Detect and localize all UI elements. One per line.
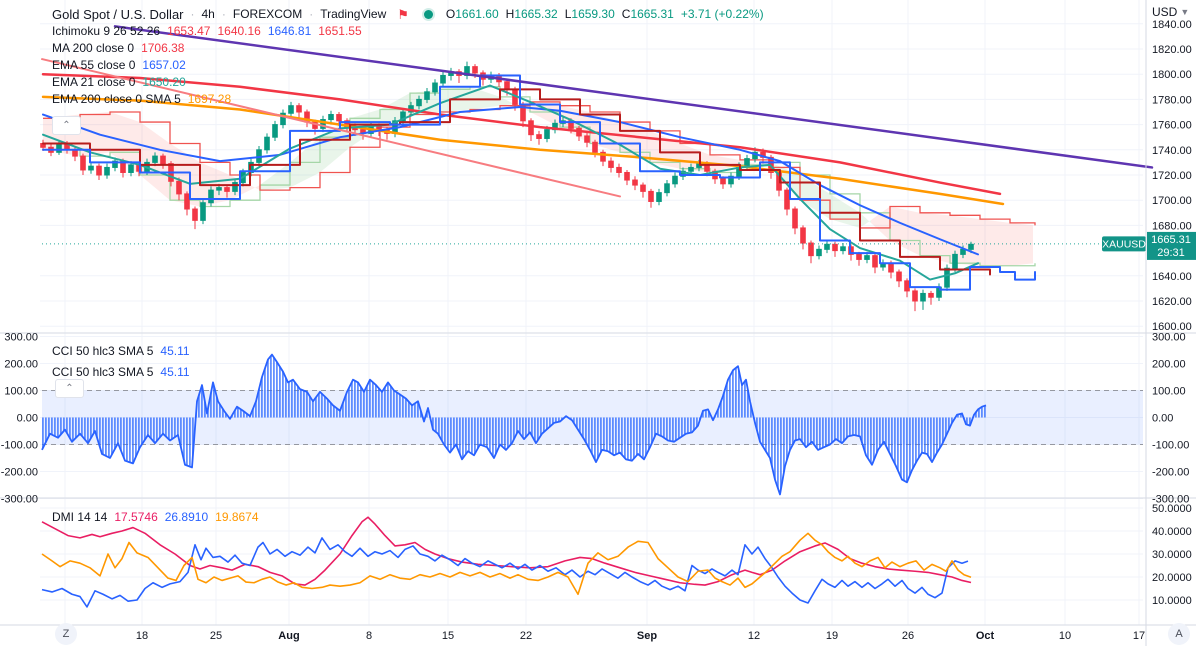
cci-pane-collapse-button[interactable]: ⌃	[55, 379, 84, 398]
time-axis-label: Aug	[278, 630, 299, 642]
time-axis-label: 18	[136, 630, 148, 642]
cci-axis-label-left: 300.00	[4, 332, 38, 344]
price-axis-label: 1680.00	[1152, 220, 1192, 232]
time-axis[interactable]: 111825Aug81522Sep121926Oct1017	[59, 630, 1145, 642]
overlay-ma-200	[41, 72, 1002, 196]
time-axis-label: Oct	[976, 630, 995, 642]
indicator-legend-dmi[interactable]: DMI 14 14 17.5746 26.8910 19.8674	[52, 510, 259, 524]
price-axis-label: 1720.00	[1152, 170, 1192, 182]
overlay-ema-200-sma-5	[41, 95, 1005, 206]
indicator-legend-ema21[interactable]: EMA 21 close 0 1650.20	[52, 75, 186, 89]
cci-axis-label-right: -300.00	[1152, 494, 1189, 506]
timezone-button[interactable]: Z	[55, 623, 77, 645]
cci-area	[42, 354, 986, 495]
ohlc-readout: O1661.60 H1665.32 L1659.30 C1665.31 +3.7…	[445, 7, 764, 21]
price-axis-label: 1640.00	[1152, 271, 1192, 283]
market-status-icon[interactable]	[423, 10, 433, 19]
grid-lines	[40, 0, 1143, 625]
time-axis-label: 12	[748, 630, 760, 642]
chevron-down-icon: ▼	[1180, 7, 1190, 17]
cci-axis-label-left: -200.00	[1, 467, 38, 479]
time-axis-label: 8	[366, 630, 372, 642]
time-axis-label: 26	[902, 630, 914, 642]
main-pane-collapse-button[interactable]: ⌃	[52, 116, 81, 135]
auto-scale-button[interactable]: A	[1168, 623, 1190, 645]
dmi-axis-label: 40.0000	[1152, 526, 1192, 538]
indicator-legend-ichimoku[interactable]: Ichimoku 9 26 52 26 1653.47 1640.16 1646…	[52, 24, 362, 38]
dmi-axis-label: 20.0000	[1152, 572, 1192, 584]
price-axis-label: 1780.00	[1152, 94, 1192, 106]
overlay-trendline-minor	[41, 58, 621, 198]
separator-dot: ·	[309, 7, 314, 21]
open-value: 1661.60	[455, 7, 499, 21]
dmi-pane[interactable]	[41, 516, 972, 608]
price-axis-label: 1600.00	[1152, 321, 1192, 333]
exchange-label: FOREXCOM	[232, 7, 303, 21]
time-axis-label: 10	[1059, 630, 1071, 642]
time-axis-label: Sep	[637, 630, 657, 642]
cci-axis-label-left: 0.00	[17, 413, 38, 425]
price-axis-label: 1740.00	[1152, 145, 1192, 157]
change-value: +3.71 (+0.22%)	[680, 7, 764, 21]
price-axis[interactable]: 1840.00 1820.00 1800.00 1780.00 1760.00 1740.…	[1, 19, 1192, 607]
overlay-ema-21	[42, 84, 979, 281]
dmi-axis-label: 50.0000	[1152, 503, 1192, 515]
price-axis-label: 1840.00	[1152, 19, 1192, 31]
dmi-minus-di-line	[41, 532, 972, 596]
cci-axis-label-right: 100.00	[1152, 386, 1186, 398]
symbol-price-label: XAUUSD	[1102, 236, 1146, 252]
price-axis-currency-dropdown[interactable]: USD ▼	[1152, 5, 1190, 19]
cci-axis-label-left: 200.00	[4, 359, 38, 371]
cci-axis-label-right: 0.00	[1152, 413, 1173, 425]
separator-dot: ·	[221, 7, 226, 21]
cci-axis-label-right: 300.00	[1152, 332, 1186, 344]
overlay-ichimoku-conversion-line	[42, 74, 1036, 291]
cci-axis-label-left: -100.00	[1, 440, 38, 452]
cci-axis-label-right: -200.00	[1152, 467, 1189, 479]
overlay-ichimoku-base-line	[42, 88, 991, 276]
cci-axis-label-right: -100.00	[1152, 440, 1189, 452]
symbol-title: Gold Spot / U.S. Dollar	[52, 7, 184, 22]
price-axis-label: 1820.00	[1152, 44, 1192, 56]
indicator-legend-ema200[interactable]: EMA 200 close 0 SMA 5 1697.28	[52, 92, 232, 106]
time-axis-label: 25	[210, 630, 222, 642]
cci-line	[41, 353, 987, 496]
svg-text:XAUUSD: XAUUSD	[1102, 238, 1146, 250]
indicator-legend-cci-1[interactable]: CCI 50 hlc3 SMA 5 45.11	[52, 344, 190, 358]
dmi-axis-label: 30.0000	[1152, 549, 1192, 561]
price-axis-label: 1620.00	[1152, 296, 1192, 308]
bar-countdown: 29:31	[1157, 247, 1185, 259]
cci-axis-label-right: 200.00	[1152, 359, 1186, 371]
time-axis-label: 22	[520, 630, 532, 642]
dmi-axis-label: 10.0000	[1152, 595, 1192, 607]
high-value: 1665.32	[514, 7, 558, 21]
overlay-trendline-major	[113, 25, 1154, 169]
time-axis-label: 19	[826, 630, 838, 642]
separator-dot: ·	[190, 7, 195, 21]
cci-axis-label-left: 100.00	[4, 386, 38, 398]
dmi-plus-di-line	[41, 537, 969, 608]
indicator-legend-ema55[interactable]: EMA 55 close 0 1657.02	[52, 58, 186, 72]
price-axis-label: 1700.00	[1152, 195, 1192, 207]
cci-pane[interactable]	[41, 353, 1143, 496]
overlay-lines	[41, 25, 1154, 291]
price-axis-label: 1800.00	[1152, 69, 1192, 81]
interval-label[interactable]: 4h	[201, 7, 215, 21]
flag-icon[interactable]: ⚑	[397, 7, 409, 22]
indicator-legend-cci-2[interactable]: CCI 50 hlc3 SMA 5 45.11	[52, 365, 190, 379]
time-axis-label: 17	[1133, 630, 1145, 642]
indicator-legend-ma200[interactable]: MA 200 close 0 1706.38	[52, 41, 185, 55]
low-value: 1659.30	[571, 7, 615, 21]
symbol-legend[interactable]: Gold Spot / U.S. Dollar · 4h · FOREXCOM …	[52, 6, 764, 23]
time-axis-label: 15	[442, 630, 454, 642]
price-axis-label: 1760.00	[1152, 120, 1192, 132]
platform-label: TradingView	[320, 7, 387, 21]
svg-text:1665.31: 1665.31	[1151, 234, 1191, 246]
cci-axis-label-left: -300.00	[1, 494, 38, 506]
close-value: 1665.31	[630, 7, 674, 21]
